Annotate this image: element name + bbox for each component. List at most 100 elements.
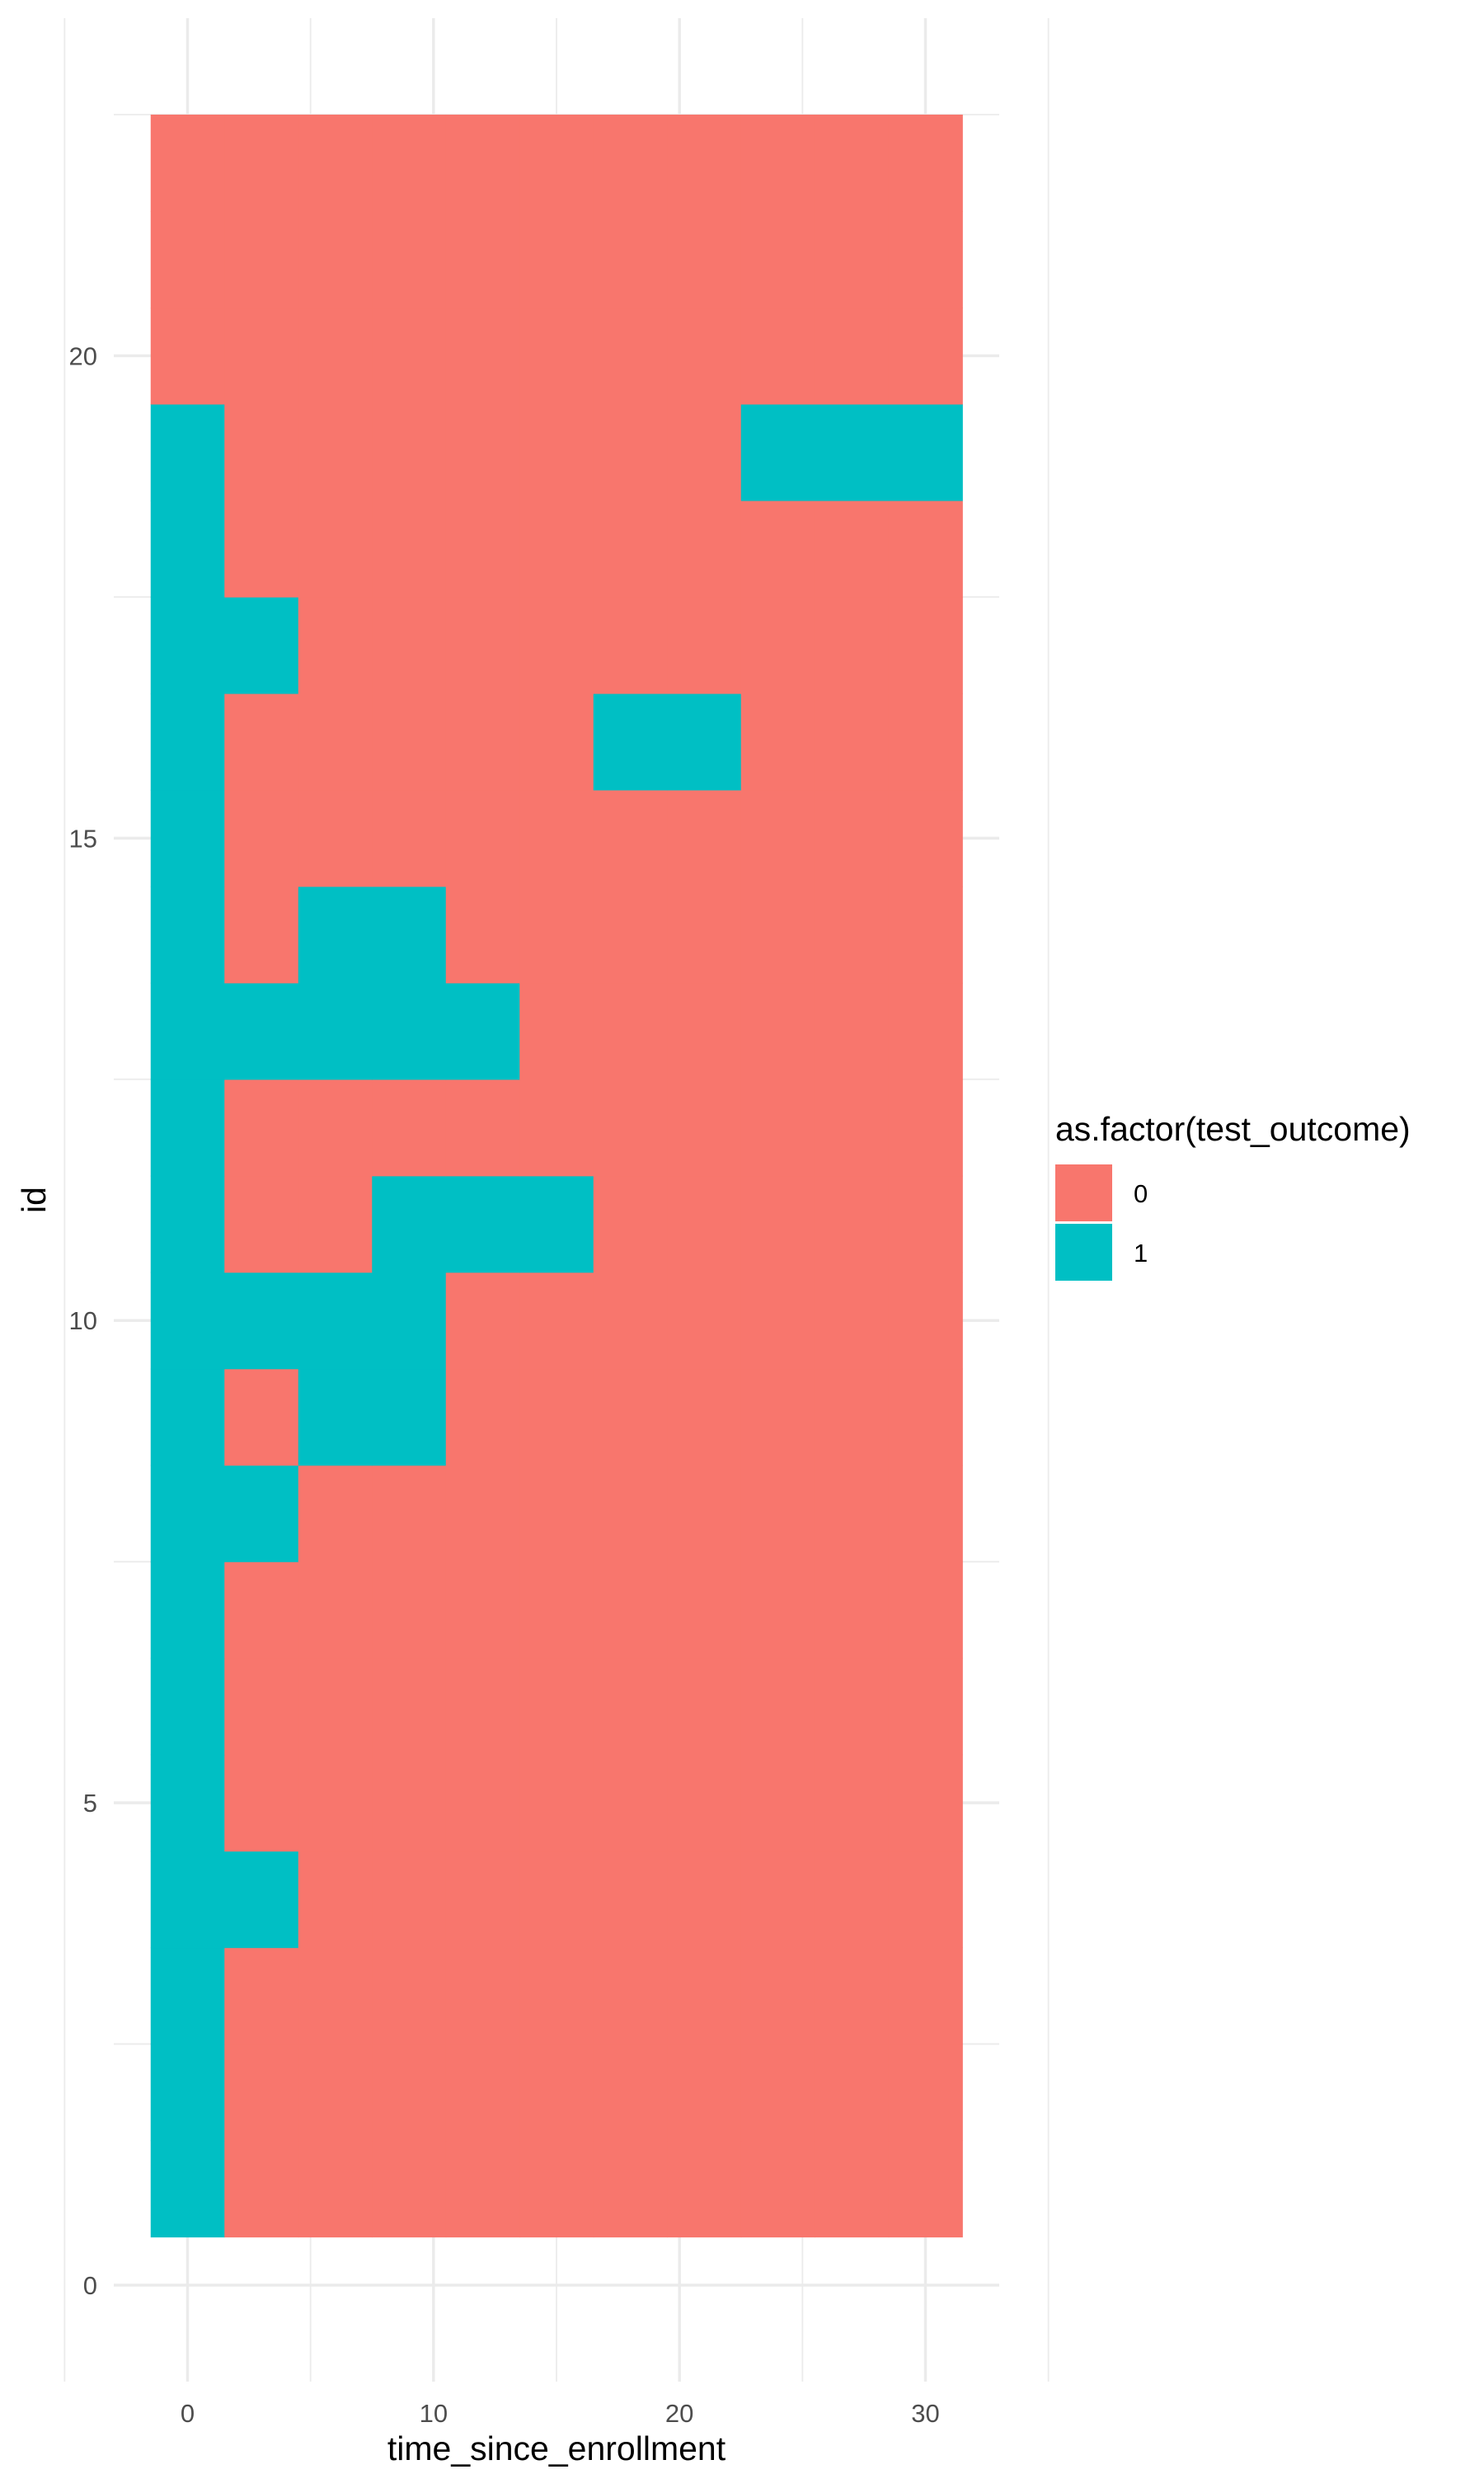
heatmap-tile [740,596,815,694]
legend-title: as.factor(test_outcome) [1055,1110,1411,1148]
heatmap-tile [740,2044,815,2142]
heatmap-tile [298,210,373,308]
heatmap-tile [298,982,373,1080]
legend-swatch [1055,1224,1112,1281]
heatmap-tile [519,403,594,501]
heatmap-tile [445,403,520,501]
heatmap-tile [372,789,447,887]
heatmap-tile [667,307,742,405]
heatmap-tile [815,500,890,598]
heatmap-tile [888,403,963,501]
x-tick-label: 0 [181,2399,195,2428]
heatmap-tile [667,1851,742,1949]
heatmap-tile [150,1175,225,1273]
heatmap-tile [150,1947,225,2045]
heatmap-tile [298,114,373,212]
heatmap-tile [224,982,299,1080]
heatmap-tile [815,2044,890,2142]
heatmap-tile [740,982,815,1080]
heatmap-tile [445,1561,520,1659]
heatmap-tile [519,1175,594,1273]
heatmap-tile [667,1079,742,1177]
y-tick-label: 20 [69,341,97,370]
heatmap-tile [150,500,225,598]
heatmap-tile [224,2044,299,2142]
heatmap-tile [815,1658,890,1756]
heatmap-tile [593,403,668,501]
heatmap-tile [593,114,668,212]
heatmap-tile [150,307,225,405]
heatmap-tile [740,693,815,791]
heatmap-tile [667,2140,742,2238]
heatmap-tile [888,1175,963,1273]
heatmap-tile [593,1272,668,1370]
heatmap-tile [519,1272,594,1370]
heatmap-tile [445,1175,520,1273]
heatmap-tile [150,1754,225,1852]
heatmap-tile [888,886,963,984]
heatmap-tile [298,596,373,694]
heatmap-tile [519,1947,594,2045]
legend-label: 1 [1134,1239,1148,1268]
heatmap-tile [888,1658,963,1756]
heatmap-tile [372,1465,447,1563]
heatmap-tile [593,1851,668,1949]
heatmap-tile [372,1079,447,1177]
heatmap-tile [298,789,373,887]
heatmap-tile [740,114,815,212]
heatmap-tile [298,886,373,984]
heatmap-tile [224,1561,299,1659]
heatmap-tile [224,789,299,887]
heatmap-tile [150,1368,225,1466]
heatmap-tile [740,500,815,598]
heatmap-tile [815,1272,890,1370]
heatmap-tile [372,1754,447,1852]
heatmap-tile [888,1272,963,1370]
heatmap-tile [815,114,890,212]
heatmap-tile [593,2044,668,2142]
heatmap-tile [519,1079,594,1177]
heatmap-tile [519,2140,594,2238]
x-tick-label: 10 [420,2399,448,2428]
heatmap-tile [372,982,447,1080]
heatmap-tile [445,1754,520,1852]
heatmap-tile [150,210,225,308]
heatmap-tile [888,2044,963,2142]
heatmap-tile [667,886,742,984]
heatmap-tile [815,886,890,984]
heatmap-tile [593,1465,668,1563]
x-axis-ticks: 0 10 20 30 [181,2399,940,2428]
heatmap-tile [150,1272,225,1370]
heatmap-tile [815,596,890,694]
heatmap-tile [224,1079,299,1177]
heatmap-tile [740,210,815,308]
heatmap-tile [740,1079,815,1177]
heatmap-tile [372,307,447,405]
heatmap-tile [593,596,668,694]
heatmap-tile [224,114,299,212]
heatmap-tile [519,307,594,405]
heatmap-tile [740,1175,815,1273]
heatmap-tile [372,1272,447,1370]
heatmap-tile [667,596,742,694]
heatmap-tile [740,1272,815,1370]
heatmap-tile [445,114,520,212]
heatmap-tile [150,596,225,694]
heatmap-tile [372,886,447,984]
heatmap-tile [815,1079,890,1177]
heatmap-tile [667,1272,742,1370]
heatmap-tile [298,403,373,501]
y-tick-label: 15 [69,824,97,853]
heatmap-tile [372,114,447,212]
heatmap-tile [445,1658,520,1756]
heatmap-tile [740,886,815,984]
heatmap-tile [519,2044,594,2142]
legend-label: 0 [1134,1179,1148,1208]
heatmap-tiles [150,114,963,2238]
heatmap-tile [298,1947,373,2045]
heatmap-tile [667,1175,742,1273]
heatmap-tile [445,1368,520,1466]
heatmap-tile [372,2044,447,2142]
heatmap-tile [224,1754,299,1852]
heatmap-tile [815,1754,890,1852]
